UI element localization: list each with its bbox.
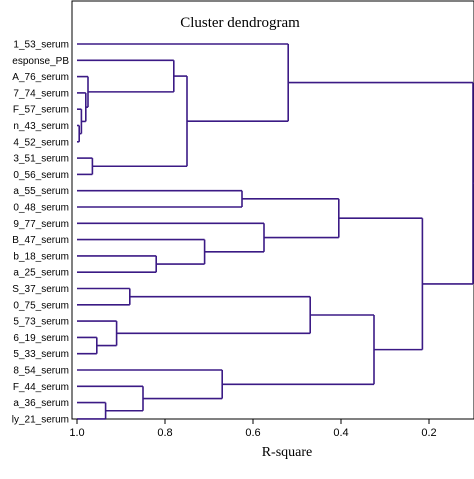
leaf-label: 5_33_serum [13,349,69,360]
leaf-label: F_57_serum [13,105,69,116]
leaf-label: S_37_serum [12,284,69,295]
leaf-label: a_36_serum [13,398,69,409]
dendrogram-branches [77,43,474,420]
x-axis: 1.0 0.8 0.6 0.4 0.2 [69,419,437,439]
leaf-label: 1_53_serum [13,40,69,51]
x-tick-label: 1.0 [69,427,84,439]
leaf-label: 6_19_serum [13,333,69,344]
leaf-label: A_76_serum [12,72,69,83]
leaf-label: 0_56_serum [13,170,69,181]
x-axis-title: R-square [262,445,313,460]
leaf-label: 8_54_serum [13,366,69,377]
leaf-label: B_47_serum [12,235,69,246]
plot-frame [71,0,474,420]
x-tick-label: 0.6 [245,427,260,439]
leaf-label: F_44_serum [13,382,69,393]
leaf-label: a_25_serum [13,268,69,279]
x-tick-label: 0.2 [421,427,436,439]
leaf-label: a_55_serum [13,186,69,197]
x-tick-label: 0.8 [157,427,172,439]
leaf-label: 5_73_serum [13,317,69,328]
leaf-label: 3_51_serum [13,154,69,165]
leaf-labels: 1_53_serum esponse_PB A_76_serum 7_74_serum… [12,40,70,426]
leaf-label: 7_74_serum [13,88,69,99]
chart-title: Cluster dendrogram [180,15,300,31]
leaf-label: ly_21_serum [12,414,69,425]
leaf-label: b_18_serum [13,251,69,262]
leaf-label: esponse_PB [12,56,69,67]
leaf-label: 9_77_serum [13,219,69,230]
leaf-label: 4_52_serum [13,137,69,148]
leaf-label: 0_48_serum [13,203,69,214]
leaf-label: 0_75_serum [13,300,69,311]
leaf-label: n_43_serum [13,121,69,132]
x-tick-label: 0.4 [333,427,348,439]
